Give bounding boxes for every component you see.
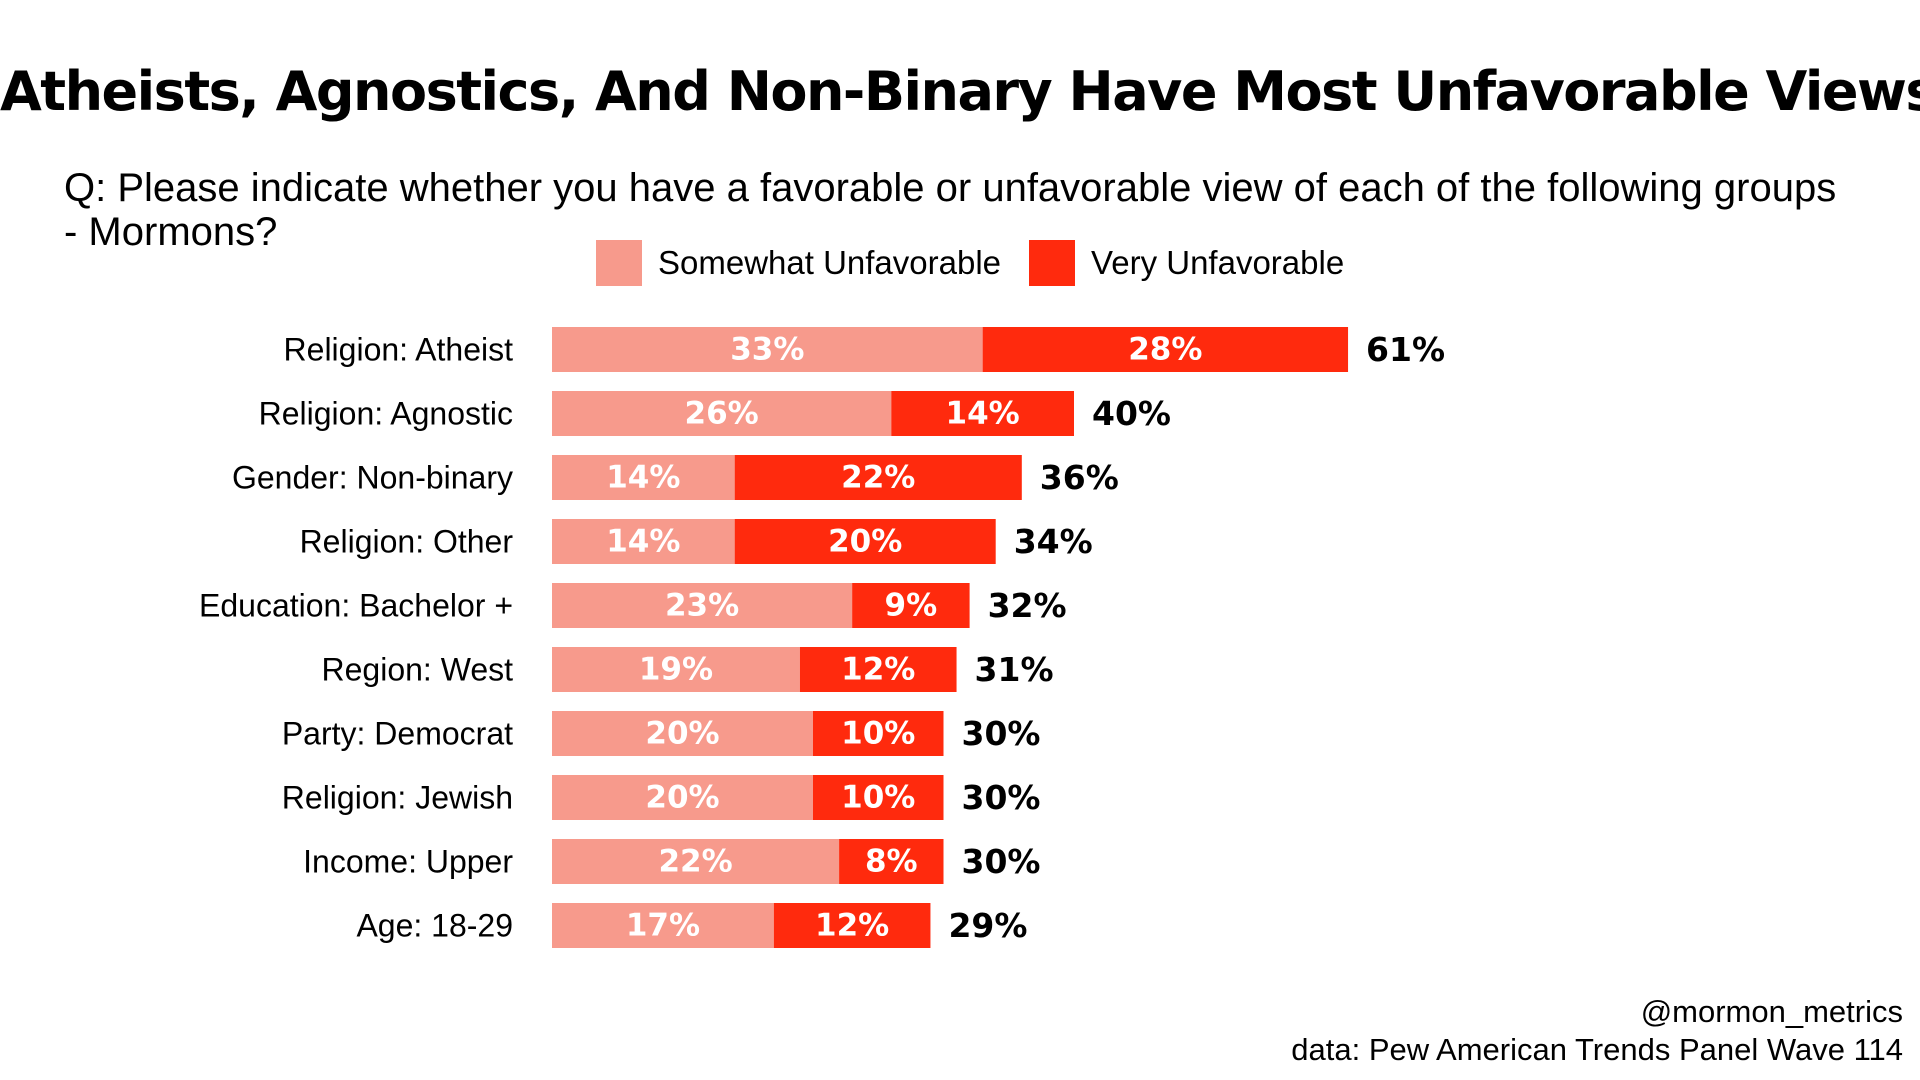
bar-segment-very (839, 839, 944, 884)
category-label: Religion: Jewish (282, 780, 513, 816)
data-label-somewhat: 19% (639, 652, 713, 688)
data-label-somewhat: 26% (685, 396, 759, 432)
legend-item-very: Very Unfavorable (1029, 240, 1344, 286)
data-label-somewhat: 14% (606, 524, 680, 560)
bar-segment-very (773, 903, 931, 948)
total-label: 36% (1040, 458, 1119, 497)
total-label: 61% (1366, 330, 1445, 369)
bar-segment-very (799, 647, 957, 692)
data-label-somewhat: 22% (658, 844, 732, 880)
data-label-very: 20% (828, 524, 902, 560)
data-label-somewhat: 20% (645, 780, 719, 816)
bar-segment-somewhat (552, 455, 735, 500)
bar-segment-somewhat (552, 519, 735, 564)
total-label: 40% (1092, 394, 1171, 433)
chart-title: Atheists, Agnostics, And Non-Binary Have… (0, 60, 1920, 123)
category-label: Party: Democrat (282, 716, 513, 752)
data-label-somewhat: 23% (665, 588, 739, 624)
data-label-very: 10% (841, 780, 915, 816)
bar-segment-somewhat (552, 583, 853, 628)
bar-segment-very (852, 583, 970, 628)
data-label-very: 22% (841, 460, 915, 496)
category-label: Region: West (322, 652, 514, 688)
data-label-very: 10% (841, 716, 915, 752)
legend: Somewhat Unfavorable Very Unfavorable (596, 240, 1372, 286)
category-label: Religion: Other (300, 524, 514, 560)
chart-subtitle: Q: Please indicate whether you have a fa… (64, 166, 1837, 254)
category-label: Age: 18-29 (356, 908, 513, 944)
bar-segment-very (734, 519, 996, 564)
bar-segment-very (734, 455, 1022, 500)
data-label-somewhat: 17% (626, 908, 700, 944)
data-label-very: 28% (1128, 332, 1202, 368)
data-label-very: 14% (946, 396, 1020, 432)
category-label: Income: Upper (303, 844, 513, 880)
data-label-somewhat: 33% (730, 332, 804, 368)
legend-label-very: Very Unfavorable (1091, 244, 1345, 281)
bar-segment-very (982, 327, 1349, 372)
bar-segment-very (813, 711, 944, 756)
total-label: 31% (975, 650, 1054, 689)
bar-segment-somewhat (552, 327, 983, 372)
bar-segment-somewhat (552, 775, 813, 820)
bar-segment-very (813, 775, 944, 820)
total-label: 30% (962, 778, 1041, 817)
data-label-very: 8% (865, 844, 918, 880)
credit-handle: @mormon_metrics (1640, 994, 1903, 1029)
credit-source: data: Pew American Trends Panel Wave 114 (1291, 1032, 1903, 1067)
data-label-somewhat: 14% (606, 460, 680, 496)
data-label-very: 12% (841, 652, 915, 688)
bar-segment-somewhat (552, 391, 892, 436)
category-label: Education: Bachelor + (199, 588, 513, 624)
total-label: 30% (962, 842, 1041, 881)
total-label: 34% (1014, 522, 1093, 561)
legend-label-somewhat: Somewhat Unfavorable (658, 244, 1002, 281)
total-label: 29% (948, 906, 1027, 945)
bar-segment-very (891, 391, 1074, 436)
data-label-very: 9% (885, 588, 938, 624)
data-label-somewhat: 20% (645, 716, 719, 752)
total-label: 30% (962, 714, 1041, 753)
category-label: Religion: Atheist (284, 332, 514, 368)
bar-segment-somewhat (552, 711, 813, 756)
data-label-very: 12% (815, 908, 889, 944)
category-label: Religion: Agnostic (259, 396, 513, 432)
bar-segment-somewhat (552, 903, 774, 948)
bar-segment-somewhat (552, 839, 840, 884)
total-label: 32% (988, 586, 1067, 625)
category-label: Gender: Non-binary (232, 460, 513, 496)
bar-segment-somewhat (552, 647, 800, 692)
legend-item-somewhat: Somewhat Unfavorable (596, 240, 1001, 286)
legend-swatch-very (1029, 240, 1076, 286)
legend-swatch-somewhat (596, 240, 642, 286)
